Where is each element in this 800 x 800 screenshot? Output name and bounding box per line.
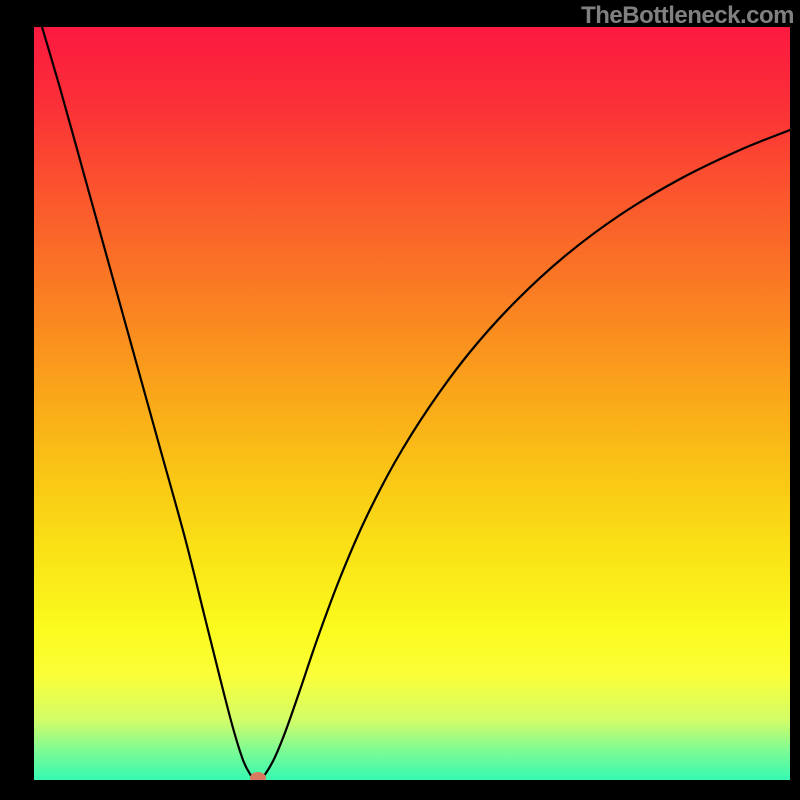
axis-border-left: [0, 0, 34, 800]
watermark-text: TheBottleneck.com: [581, 0, 800, 30]
chart-container: TheBottleneck.com: [0, 0, 800, 800]
axis-border-right: [790, 0, 800, 800]
bottleneck-chart: [0, 0, 800, 800]
axis-border-bottom: [0, 780, 800, 800]
